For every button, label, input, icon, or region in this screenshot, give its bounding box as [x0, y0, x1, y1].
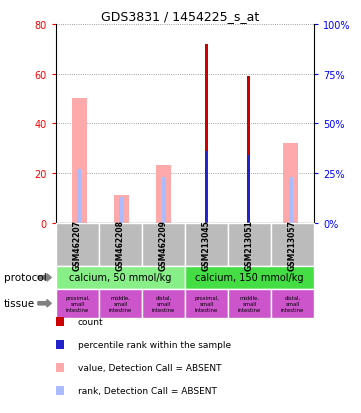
Text: proximal,
small
intestine: proximal, small intestine: [194, 295, 219, 312]
Text: calcium, 50 mmol/kg: calcium, 50 mmol/kg: [69, 273, 172, 283]
Text: GDS3831 / 1454225_s_at: GDS3831 / 1454225_s_at: [101, 10, 260, 23]
Bar: [247, 156, 249, 223]
Bar: [283, 144, 298, 223]
Bar: [77, 169, 81, 223]
Text: GSM213051: GSM213051: [245, 219, 254, 270]
Text: value, Detection Call = ABSENT: value, Detection Call = ABSENT: [78, 363, 221, 372]
Text: protocol: protocol: [4, 273, 46, 283]
Text: GSM462209: GSM462209: [159, 219, 168, 270]
Bar: [162, 178, 166, 223]
Text: calcium, 150 mmol/kg: calcium, 150 mmol/kg: [195, 273, 304, 283]
Bar: [289, 178, 293, 223]
Bar: [119, 197, 124, 223]
Text: count: count: [78, 318, 103, 327]
Bar: [205, 152, 207, 223]
Text: percentile rank within the sample: percentile rank within the sample: [78, 340, 231, 349]
Bar: [205, 45, 208, 223]
Bar: [247, 77, 250, 223]
Text: middle,
small
intestine: middle, small intestine: [109, 295, 132, 312]
Text: tissue: tissue: [4, 299, 35, 309]
Bar: [156, 166, 171, 223]
Text: distal,
small
intestine: distal, small intestine: [281, 295, 304, 312]
Text: distal,
small
intestine: distal, small intestine: [152, 295, 175, 312]
Text: GSM462207: GSM462207: [73, 219, 82, 270]
Text: proximal,
small
intestine: proximal, small intestine: [65, 295, 90, 312]
Text: GSM462208: GSM462208: [116, 219, 125, 270]
Bar: [72, 99, 87, 223]
Text: GSM213057: GSM213057: [288, 219, 297, 270]
Text: middle,
small
intestine: middle, small intestine: [238, 295, 261, 312]
Bar: [114, 196, 129, 223]
Text: GSM213045: GSM213045: [202, 219, 211, 270]
Text: rank, Detection Call = ABSENT: rank, Detection Call = ABSENT: [78, 386, 217, 395]
